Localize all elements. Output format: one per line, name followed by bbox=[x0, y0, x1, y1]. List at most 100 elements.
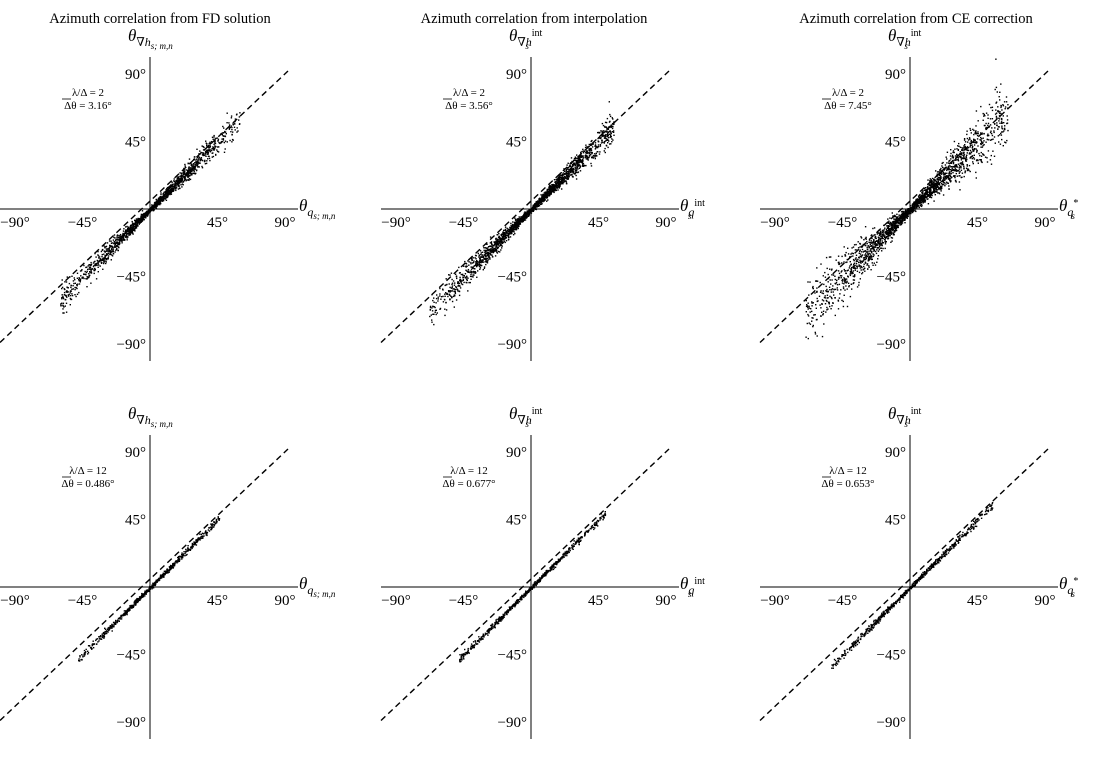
data-point bbox=[510, 228, 512, 231]
data-point bbox=[78, 291, 80, 294]
data-point bbox=[177, 188, 180, 190]
data-point bbox=[173, 185, 175, 187]
data-point bbox=[93, 261, 95, 263]
data-point bbox=[569, 174, 571, 176]
data-point bbox=[957, 169, 959, 172]
data-point bbox=[462, 275, 464, 277]
data-point bbox=[113, 236, 115, 239]
data-point bbox=[184, 176, 186, 179]
data-point bbox=[433, 301, 435, 303]
data-point bbox=[224, 135, 226, 137]
data-point bbox=[183, 167, 185, 170]
data-point bbox=[66, 276, 68, 278]
data-point bbox=[476, 261, 478, 263]
data-point bbox=[597, 146, 600, 148]
data-point bbox=[101, 255, 103, 258]
data-point bbox=[513, 221, 516, 224]
data-point bbox=[239, 112, 241, 114]
data-point bbox=[458, 290, 460, 292]
data-point bbox=[604, 147, 606, 150]
data-point bbox=[175, 184, 177, 187]
data-point bbox=[117, 249, 119, 252]
data-point bbox=[471, 259, 473, 261]
data-point bbox=[470, 271, 472, 273]
data-point bbox=[120, 236, 122, 238]
data-point bbox=[126, 237, 128, 239]
data-point bbox=[582, 152, 585, 154]
data-point bbox=[86, 286, 88, 288]
data-point bbox=[825, 256, 828, 259]
data-point bbox=[571, 170, 574, 172]
data-point bbox=[808, 294, 810, 296]
data-point bbox=[223, 141, 226, 144]
data-point bbox=[221, 141, 224, 143]
data-point bbox=[209, 144, 211, 147]
data-point bbox=[516, 223, 518, 225]
data-point bbox=[964, 145, 966, 148]
data-point bbox=[86, 276, 88, 278]
data-point bbox=[231, 141, 233, 143]
data-point bbox=[125, 236, 127, 238]
data-point bbox=[465, 265, 467, 268]
data-point bbox=[604, 151, 606, 154]
data-point bbox=[998, 120, 1000, 122]
data-point bbox=[538, 201, 541, 203]
data-point bbox=[523, 217, 526, 219]
data-point bbox=[458, 282, 460, 285]
data-point bbox=[484, 254, 486, 256]
data-point bbox=[570, 167, 573, 169]
data-point bbox=[991, 134, 994, 137]
data-point bbox=[167, 188, 170, 190]
data-point bbox=[840, 289, 842, 291]
data-point bbox=[849, 265, 851, 267]
identity-line bbox=[380, 70, 670, 344]
data-point bbox=[982, 144, 984, 147]
data-point bbox=[480, 256, 483, 258]
data-point bbox=[206, 153, 209, 155]
data-point bbox=[231, 128, 233, 131]
data-point bbox=[107, 252, 109, 254]
data-point bbox=[499, 237, 501, 239]
data-point bbox=[979, 139, 981, 141]
data-point bbox=[949, 165, 951, 167]
data-point bbox=[524, 213, 526, 216]
data-point bbox=[891, 232, 893, 234]
data-point bbox=[187, 171, 190, 173]
data-point bbox=[131, 225, 133, 228]
data-point bbox=[887, 221, 890, 223]
data-point bbox=[846, 258, 848, 261]
data-point bbox=[478, 254, 480, 256]
data-point bbox=[540, 199, 542, 201]
data-point bbox=[434, 311, 436, 313]
data-point bbox=[165, 189, 167, 191]
data-point bbox=[171, 188, 173, 190]
data-point bbox=[588, 156, 590, 159]
data-point bbox=[475, 255, 477, 257]
data-point bbox=[939, 181, 941, 184]
data-point bbox=[902, 217, 904, 220]
data-point bbox=[542, 198, 545, 200]
data-point bbox=[141, 210, 144, 212]
data-point bbox=[125, 226, 127, 228]
data-point bbox=[209, 146, 211, 149]
data-point bbox=[93, 264, 95, 267]
data-point bbox=[566, 173, 568, 175]
data-point bbox=[161, 198, 163, 200]
data-point bbox=[94, 267, 96, 270]
data-point bbox=[109, 252, 112, 254]
data-point bbox=[106, 242, 109, 244]
identity-line bbox=[0, 70, 289, 344]
data-point bbox=[933, 187, 935, 189]
data-point bbox=[887, 225, 889, 227]
data-point bbox=[130, 231, 133, 233]
data-point bbox=[582, 158, 584, 161]
data-point bbox=[226, 112, 228, 114]
data-point bbox=[512, 230, 514, 232]
data-point bbox=[1000, 132, 1002, 135]
data-point bbox=[873, 254, 875, 256]
data-point bbox=[516, 226, 518, 228]
data-point bbox=[606, 135, 609, 137]
data-point bbox=[968, 152, 971, 154]
data-point bbox=[116, 244, 118, 247]
data-point bbox=[515, 222, 517, 224]
